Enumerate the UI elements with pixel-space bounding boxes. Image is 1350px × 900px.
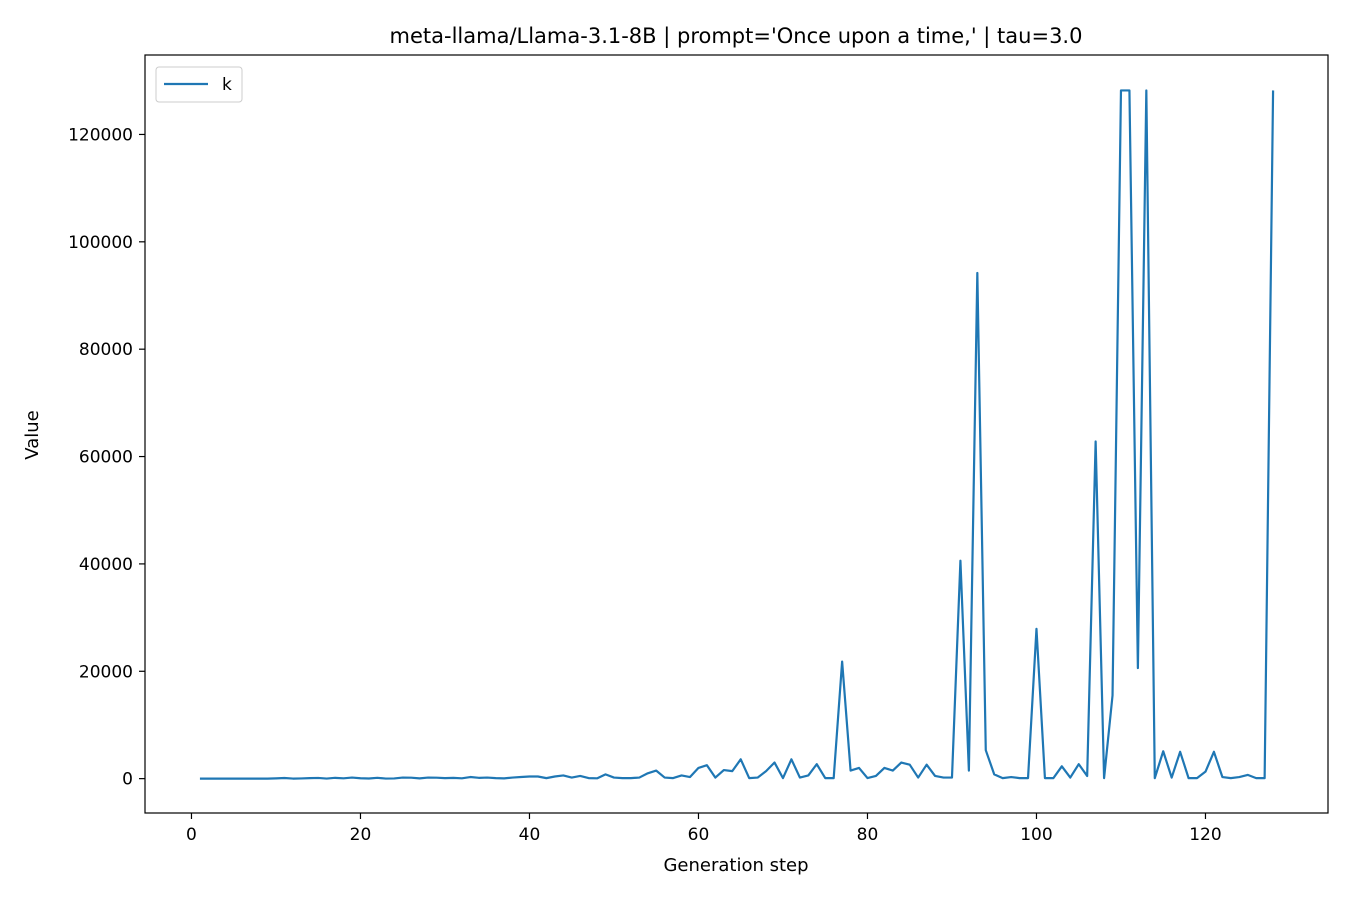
chart-title: meta-llama/Llama-3.1-8B | prompt='Once u… — [390, 24, 1083, 49]
y-axis: 0 20000 40000 60000 80000 100000 120000 — [68, 125, 145, 790]
y-tick-label: 0 — [122, 770, 133, 790]
x-tick-label: 0 — [186, 825, 197, 845]
x-tick-label: 120 — [1189, 825, 1221, 845]
x-axis: 0 20 40 60 80 100 120 — [186, 813, 1222, 845]
y-tick-label: 40000 — [79, 555, 133, 575]
y-tick-label: 100000 — [68, 233, 133, 253]
x-tick-label: 20 — [350, 825, 372, 845]
legend: k — [155, 66, 243, 103]
x-tick-label: 60 — [688, 825, 710, 845]
x-axis-label: Generation step — [663, 855, 808, 876]
plot-frame — [144, 54, 1329, 814]
y-axis-label: Value — [22, 410, 43, 459]
series-layer — [199, 89, 1275, 780]
x-tick-label: 100 — [1020, 825, 1052, 845]
x-tick-label: 80 — [857, 825, 879, 845]
y-tick-label: 20000 — [79, 662, 133, 682]
series-line-k — [199, 89, 1275, 780]
x-tick-label: 40 — [519, 825, 541, 845]
y-tick-label: 120000 — [68, 125, 133, 145]
y-tick-label: 60000 — [79, 448, 133, 468]
y-tick-label: 80000 — [79, 340, 133, 360]
legend-label-k: k — [222, 75, 232, 95]
